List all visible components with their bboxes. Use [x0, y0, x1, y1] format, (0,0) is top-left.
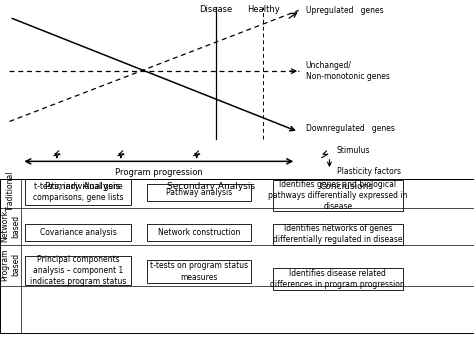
- Text: t-tests on program status
measures: t-tests on program status measures: [150, 262, 248, 281]
- Text: Principal components
analysis – component 1
indicates program status: Principal components analysis – componen…: [30, 255, 126, 286]
- Text: Pathway analysis: Pathway analysis: [166, 188, 232, 197]
- FancyBboxPatch shape: [25, 224, 131, 241]
- Text: Traditional: Traditional: [6, 171, 15, 211]
- Text: Upregulated   genes: Upregulated genes: [306, 6, 383, 15]
- FancyBboxPatch shape: [273, 224, 403, 245]
- Text: Covariance analysis: Covariance analysis: [40, 228, 116, 237]
- Text: Healthy: Healthy: [246, 5, 280, 14]
- FancyBboxPatch shape: [147, 184, 251, 201]
- Text: Plasticity factors: Plasticity factors: [337, 167, 401, 176]
- Text: Identifies genes and biological
pathways differentially expressed in
disease: Identifies genes and biological pathways…: [268, 180, 408, 211]
- Text: Program
based: Program based: [1, 248, 20, 281]
- Text: Network
based: Network based: [1, 210, 20, 242]
- Text: Program progression: Program progression: [115, 168, 203, 177]
- FancyBboxPatch shape: [25, 256, 131, 285]
- Text: Disease: Disease: [199, 5, 232, 14]
- FancyBboxPatch shape: [147, 260, 251, 283]
- FancyBboxPatch shape: [147, 224, 251, 241]
- Text: Conclusions: Conclusions: [319, 182, 373, 191]
- Text: t-tests, individual gene
comparisons, gene lists: t-tests, individual gene comparisons, ge…: [33, 182, 123, 202]
- FancyBboxPatch shape: [25, 179, 131, 205]
- FancyBboxPatch shape: [273, 268, 403, 290]
- Text: Primary Analysis: Primary Analysis: [46, 182, 120, 191]
- Text: Stimulus: Stimulus: [337, 146, 370, 155]
- Text: Network construction: Network construction: [158, 228, 240, 237]
- Text: Secondary Analysis: Secondary Analysis: [167, 182, 255, 191]
- Text: Downregulated   genes: Downregulated genes: [306, 124, 394, 133]
- Text: Identifies networks of genes
differentially regulated in disease: Identifies networks of genes differentia…: [273, 224, 402, 244]
- FancyBboxPatch shape: [0, 179, 474, 333]
- Text: Unchanged/
Non-monotonic genes: Unchanged/ Non-monotonic genes: [306, 61, 390, 81]
- FancyBboxPatch shape: [273, 180, 403, 211]
- Text: Identifies disease related
differences in program progression: Identifies disease related differences i…: [270, 269, 405, 289]
